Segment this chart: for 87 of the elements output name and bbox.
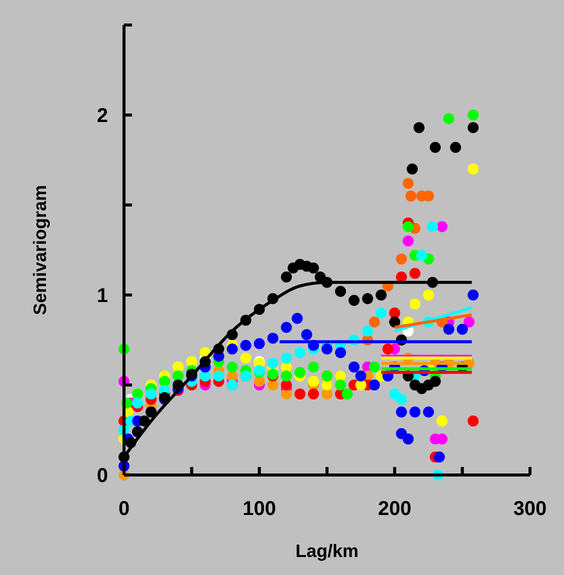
point [322,344,332,354]
point [427,221,438,232]
x-tick-label: 200 [378,498,412,520]
y-tick-label: 1 [96,285,108,307]
point [443,324,454,335]
point [430,142,441,153]
point [294,366,306,378]
point [280,388,292,400]
point [362,293,374,304]
point [213,370,224,382]
point [396,254,407,264]
point [240,340,252,351]
point [402,178,414,189]
point [254,338,265,350]
point [430,376,441,387]
point [409,406,420,418]
point [436,221,448,232]
point [348,294,360,306]
point [406,164,418,174]
point [294,347,306,358]
point [450,142,462,153]
point [402,236,414,246]
point [396,394,407,405]
point [382,344,394,354]
point [267,380,278,390]
x-tick-label: 300 [513,498,547,520]
point [456,324,468,335]
point [308,388,319,400]
x-tick-label: 0 [118,498,130,520]
point [468,122,479,134]
point [146,388,157,400]
point [322,388,332,400]
point [434,452,445,462]
x-tick-label: 100 [242,498,276,520]
point [138,416,150,426]
point [254,376,265,387]
point [423,290,434,300]
point [132,398,144,408]
point [468,416,479,426]
point [335,286,346,297]
point [468,110,479,120]
point [468,290,479,300]
point [280,352,292,364]
point [464,316,475,328]
point [240,352,252,364]
point [186,356,198,368]
point [389,316,400,328]
point [414,122,425,134]
point [200,370,211,382]
point [301,329,312,340]
point [443,113,454,124]
y-tick-label: 0 [96,465,108,487]
point [280,322,292,333]
point [226,344,238,354]
point [368,380,380,390]
point [308,262,319,274]
point [468,164,479,174]
point [396,272,407,282]
point [409,298,420,310]
point [402,434,414,444]
point [308,376,319,387]
point [292,312,303,324]
point [267,332,278,344]
point [342,388,353,400]
point [280,380,292,390]
point [159,376,170,387]
point [368,316,380,328]
point [409,268,420,279]
point [402,221,414,232]
point [396,406,407,418]
point [436,416,448,426]
point [362,326,374,336]
point [416,250,428,261]
y-axis-title: Semivariogram [30,184,50,316]
point [376,308,387,318]
point [280,272,292,282]
y-tick-label: 2 [96,105,108,127]
point [267,358,278,369]
point [368,362,380,372]
point [335,347,346,358]
point [308,362,319,372]
point [280,370,292,382]
point [172,370,184,382]
point [423,406,434,418]
x-axis-title: Lag/km [295,541,359,561]
point [405,190,416,202]
point [355,380,366,390]
